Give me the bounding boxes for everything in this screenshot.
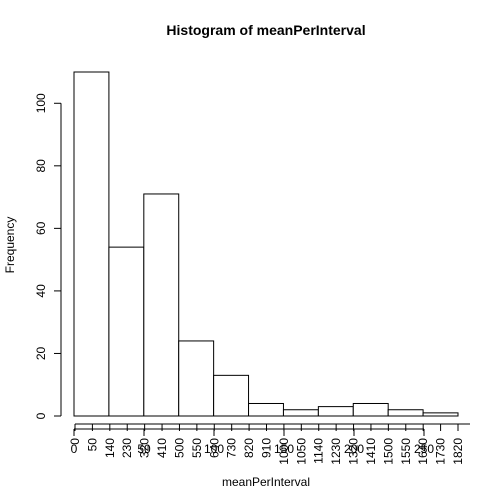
overlay-tick-label: 1050 — [294, 438, 308, 465]
overlay-tick-label: 820 — [242, 438, 256, 458]
overlay-tick-label: 1230 — [329, 438, 343, 465]
overlay-tick-label: 910 — [260, 438, 274, 458]
x-axis-label: meanPerInterval — [222, 475, 310, 489]
x-axis-overlay: 0 50 140 230 320 410 500 550 640 730 820 910 1000 105… — [68, 423, 470, 465]
histogram-bar — [178, 340, 215, 417]
overlay-tick-label: 140 — [103, 438, 117, 458]
histogram-bar — [108, 246, 145, 417]
overlay-tick-label: 50 — [85, 438, 99, 452]
overlay-tick-label: 230 — [120, 438, 134, 458]
y-tick-label: 20 — [34, 346, 48, 360]
overlay-tick-label: 1500 — [381, 438, 395, 465]
y-tick-label: 80 — [34, 159, 48, 173]
y-axis: 0 20 40 60 80 100 — [34, 93, 62, 419]
x-tick-label: 200 — [344, 442, 364, 456]
histogram-bar — [213, 374, 250, 417]
overlay-tick-label: 1000 — [277, 438, 291, 465]
y-tick-label: 100 — [34, 93, 48, 113]
x-axis-major: 0 50 100 150 200 250 — [71, 428, 434, 456]
histogram-bar — [317, 406, 354, 417]
y-axis-label: Frequency — [3, 217, 17, 274]
histogram-bar — [282, 409, 319, 417]
x-tick-label: 150 — [274, 442, 294, 456]
overlay-tick-label: 550 — [190, 438, 204, 458]
overlay-tick-label: 500 — [172, 438, 186, 458]
x-tick-label: 250 — [414, 442, 434, 456]
bars-group — [73, 71, 459, 417]
histogram-bar — [248, 402, 284, 417]
histogram-bar — [73, 71, 110, 417]
overlay-tick-label: 1550 — [399, 438, 413, 465]
overlay-tick-label: 1640 — [416, 438, 430, 465]
overlay-tick-label: 1320 — [347, 438, 361, 465]
histogram-bar — [387, 409, 424, 417]
overlay-tick-label: 1140 — [312, 438, 326, 464]
x-tick-label: 0 — [71, 442, 78, 456]
histogram-bar — [143, 193, 180, 417]
overlay-tick-label: 730 — [225, 438, 239, 458]
histogram-bar — [352, 402, 389, 417]
overlay-tick-label: 410 — [155, 438, 169, 458]
overlay-tick-label: 1820 — [451, 438, 465, 465]
chart-title: Histogram of meanPerInterval — [166, 22, 365, 38]
y-tick-label: 0 — [34, 412, 48, 419]
overlay-tick-label: 320 — [138, 438, 152, 458]
y-tick-label: 40 — [34, 284, 48, 298]
overlay-tick-label: 1730 — [434, 438, 448, 465]
overlay-tick-label: 640 — [207, 438, 221, 458]
x-tick-label: 100 — [204, 442, 224, 456]
y-tick-label: 60 — [34, 221, 48, 235]
histogram-bar — [422, 412, 459, 417]
overlay-tick-label: 1410 — [364, 438, 378, 465]
x-tick-label: 50 — [137, 442, 151, 456]
overlay-tick-label: 0 — [68, 438, 82, 445]
